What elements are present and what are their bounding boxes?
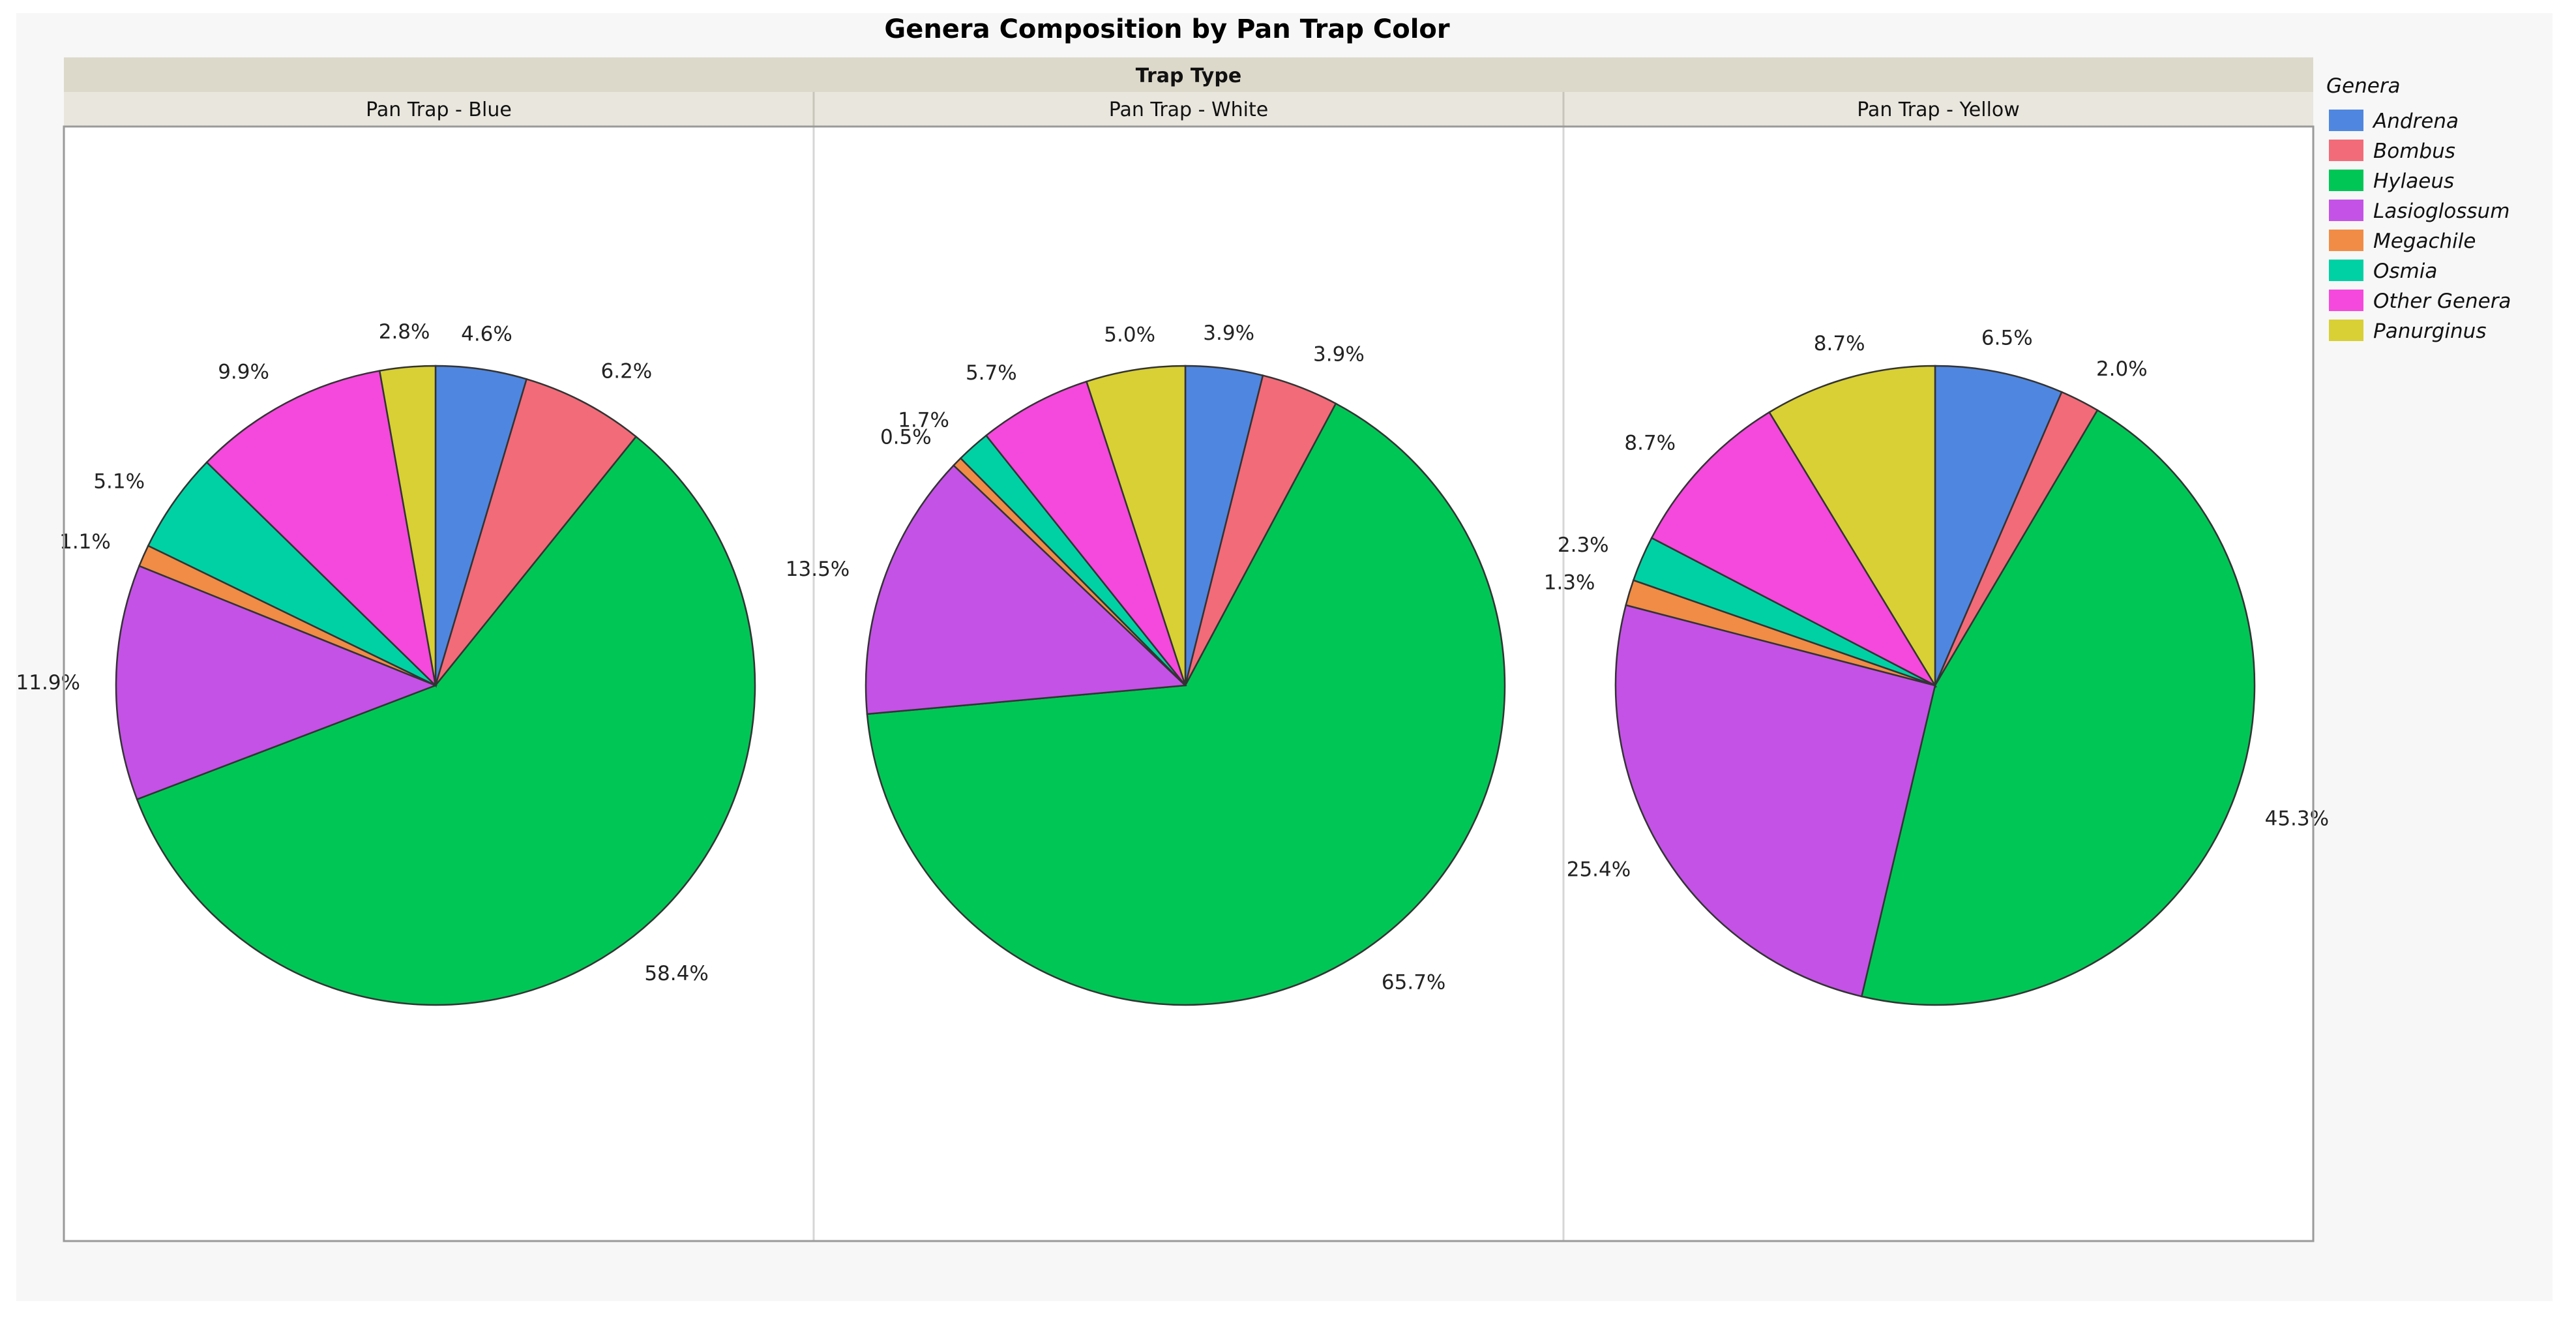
slice-data-label: 5.7% (966, 361, 1017, 385)
facet-header-band (64, 57, 2313, 92)
pie-slice-other-genera[interactable] (1650, 411, 1938, 688)
slice-data-label: 9.9% (218, 360, 269, 383)
legend-swatch (2329, 230, 2363, 251)
slice-data-label: 3.9% (1203, 322, 1254, 345)
legend-label: Lasioglossum (2373, 200, 2509, 223)
pie-panel: Pan Trap - Yellow 6.5% 2.0% 45.3% 25.4% 1.3% 2… (1544, 92, 2329, 1241)
slice-data-label: 3.9% (1313, 342, 1365, 366)
slice-data-label: 6.5% (1981, 326, 2033, 350)
slice-data-label: 45.3% (2265, 807, 2329, 830)
legend-swatch (2329, 290, 2363, 311)
legend-label: Panurginus (2373, 320, 2486, 343)
pie-slice-lasioglossum[interactable] (1614, 604, 1936, 998)
pie-slice-other-genera[interactable] (205, 370, 437, 688)
pie-slice-other-genera[interactable] (985, 380, 1187, 686)
pie-panel: Pan Trap - Blue 4.6% 6.2% 58.4% 11.9% 1.1% 5.1… (16, 92, 814, 1241)
facet-header-label: Trap Type (1136, 65, 1241, 87)
legend-swatch (2329, 170, 2363, 191)
legend-swatch (2329, 140, 2363, 161)
pie-slice-panurginus[interactable] (378, 365, 437, 686)
legend-label: Megachile (2373, 230, 2476, 253)
legend-item[interactable]: Megachile (2329, 230, 2476, 253)
legend-item[interactable]: Hylaeus (2329, 170, 2454, 193)
pie-slice-osmia[interactable] (147, 461, 436, 687)
legend-item[interactable]: Andrena (2329, 110, 2459, 133)
slice-data-label: 1.7% (898, 409, 949, 432)
pie-slice-hylaeus[interactable] (1860, 409, 2256, 1006)
slice-data-label: 5.0% (1104, 323, 1155, 347)
slice-data-label: 6.2% (601, 360, 653, 383)
pie-slice-hylaeus[interactable] (866, 402, 1506, 1006)
legend-item[interactable]: Lasioglossum (2329, 200, 2509, 223)
slice-data-label: 2.8% (379, 320, 430, 344)
pie-panel: Pan Trap - White 3.9% 3.9% 65.7% 13.5% 0.5%1.… (786, 92, 1563, 1241)
legend-label: Andrena (2372, 110, 2459, 133)
slice-data-label: 65.7% (1382, 970, 1445, 994)
slice-data-label: 8.7% (1624, 432, 1676, 455)
legend-title: Genera (2326, 74, 2401, 98)
legend-swatch (2329, 110, 2363, 131)
slice-data-label: 0.5% (880, 426, 932, 449)
slice-data-label: 2.0% (2096, 357, 2148, 381)
legend-label: Other Genera (2373, 290, 2511, 313)
pie-slice-lasioglossum[interactable] (115, 565, 438, 801)
pie-slice-lasioglossum[interactable] (865, 464, 1187, 715)
chart-title: Genera Composition by Pan Trap Color (884, 14, 1450, 44)
panel-header (814, 92, 1563, 127)
slice-data-label: 1.3% (1544, 571, 1595, 595)
panel-header (64, 92, 814, 127)
legend-label: Hylaeus (2373, 170, 2454, 193)
pie-slice-panurginus[interactable] (1768, 365, 1936, 689)
panel-title: Pan Trap - White (1109, 98, 1268, 121)
slice-data-label: 11.9% (16, 671, 80, 695)
legend-label: Bombus (2373, 140, 2455, 163)
slice-data-label: 13.5% (786, 558, 850, 581)
legend-swatch (2329, 260, 2363, 281)
pie-slice-panurginus[interactable] (1085, 365, 1187, 686)
slice-data-label: 25.4% (1567, 858, 1631, 881)
panel-header (1563, 92, 2313, 127)
pie-slice-bombus[interactable] (434, 378, 638, 686)
plot-frame (63, 125, 2315, 1242)
slice-data-label: 4.6% (461, 323, 512, 346)
slice-data-label: 8.7% (1814, 332, 1865, 355)
slice-data-label: 1.1% (59, 530, 111, 554)
legend-swatch (2329, 200, 2363, 221)
slice-data-label: 5.1% (93, 470, 145, 494)
legend-swatch (2329, 320, 2363, 341)
legend-item[interactable]: Other Genera (2329, 290, 2511, 313)
legend-item[interactable]: Bombus (2329, 140, 2455, 163)
pie-slice-hylaeus[interactable] (136, 435, 756, 1006)
legend-label: Osmia (2373, 260, 2437, 283)
legend-item[interactable]: Osmia (2329, 260, 2437, 283)
slice-data-label: 58.4% (644, 962, 708, 985)
panel-title: Pan Trap - Blue (366, 98, 512, 121)
panel-title: Pan Trap - Yellow (1857, 98, 2020, 121)
pie-slice-andrena[interactable] (1934, 365, 2063, 686)
slice-data-label: 2.3% (1558, 533, 1609, 557)
legend-item[interactable]: Panurginus (2329, 320, 2486, 343)
